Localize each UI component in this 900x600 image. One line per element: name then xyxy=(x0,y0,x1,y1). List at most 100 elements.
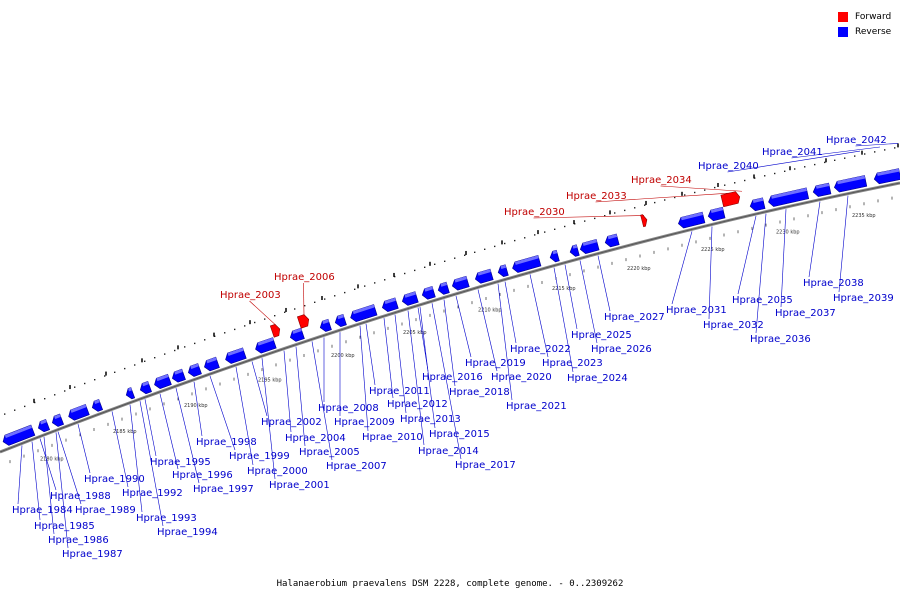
track-dot xyxy=(644,204,646,206)
track-dot xyxy=(534,234,536,236)
gene-label[interactable]: Hprae_2040 xyxy=(698,161,759,172)
gene-label[interactable]: Hprae_2018 xyxy=(449,387,510,398)
gene-label[interactable]: Hprae_1984 xyxy=(12,505,73,516)
track-dot xyxy=(44,398,46,400)
gene-label[interactable]: Hprae_2027 xyxy=(604,312,665,323)
scale-label: 2235 kbp xyxy=(852,213,876,219)
reverse-gene[interactable] xyxy=(497,264,509,278)
gene-label[interactable]: Hprae_2005 xyxy=(299,447,360,458)
gene-label[interactable]: Hprae_2021 xyxy=(506,401,567,412)
gene-label[interactable]: Hprae_1990 xyxy=(84,474,145,485)
gene-label[interactable]: Hprae_2024 xyxy=(567,373,628,384)
gene-label[interactable]: Hprae_2004 xyxy=(285,433,346,444)
reverse-gene-shine xyxy=(582,239,598,246)
label-leader xyxy=(597,255,611,312)
label-leader xyxy=(365,323,376,386)
gene-label[interactable]: Hprae_2030 xyxy=(504,207,565,218)
gene-label[interactable]: Hprae_2032 xyxy=(703,320,764,331)
gene-label[interactable]: Hprae_1996 xyxy=(172,470,233,481)
gene-label[interactable]: Hprae_2020 xyxy=(491,372,552,383)
gene-label[interactable]: Hprae_2039 xyxy=(833,293,894,304)
label-leader xyxy=(251,361,268,417)
reverse-gene-shine xyxy=(752,197,764,203)
scale-label: 2195 kbp xyxy=(258,377,282,383)
gene-label[interactable]: Hprae_1987 xyxy=(62,549,123,560)
gene-label[interactable]: Hprae_1995 xyxy=(150,457,211,468)
forward-gene[interactable] xyxy=(640,214,649,228)
gene-label[interactable]: Hprae_2041 xyxy=(762,147,823,158)
label-leader xyxy=(708,226,713,320)
gene-label[interactable]: Hprae_1992 xyxy=(122,488,183,499)
track-dot xyxy=(64,390,66,392)
gene-label[interactable]: Hprae_2006 xyxy=(274,272,335,283)
track-dot xyxy=(424,266,426,268)
gene-label[interactable]: Hprae_2026 xyxy=(591,344,652,355)
track-dot xyxy=(224,332,226,334)
forward-gene[interactable] xyxy=(269,323,281,338)
gene-label[interactable]: Hprae_2036 xyxy=(750,334,811,345)
forward-gene[interactable] xyxy=(720,191,741,208)
gene-label[interactable]: Hprae_2003 xyxy=(220,290,281,301)
track-dot xyxy=(324,298,326,300)
gene-label[interactable]: Hprae_2016 xyxy=(422,372,483,383)
gene-label[interactable]: Hprae_2025 xyxy=(571,330,632,341)
gene-label[interactable]: Hprae_2042 xyxy=(826,135,887,146)
gene-label[interactable]: Hprae_1986 xyxy=(48,535,109,546)
track-dot xyxy=(124,367,126,370)
legend: Forward Reverse xyxy=(838,9,891,39)
gene-label[interactable]: Hprae_2034 xyxy=(631,175,692,186)
gene-label[interactable]: Hprae_2019 xyxy=(465,358,526,369)
gene-label[interactable]: Hprae_2011 xyxy=(369,386,430,397)
track-dot xyxy=(844,157,846,159)
scale-label: 2190 kbp xyxy=(184,403,208,409)
gene-label[interactable]: Hprae_1988 xyxy=(50,491,111,502)
label-leader xyxy=(477,289,498,372)
gene-label[interactable]: Hprae_1994 xyxy=(157,527,218,538)
track-dot xyxy=(154,357,156,359)
forward-gene[interactable] xyxy=(296,314,310,329)
gene-label[interactable]: Hprae_2038 xyxy=(803,278,864,289)
track-dot xyxy=(894,147,896,149)
gene-label[interactable]: Hprae_2035 xyxy=(732,295,793,306)
track-dot xyxy=(4,413,6,415)
reverse-gene-shine xyxy=(815,183,830,189)
label-leader xyxy=(55,432,69,549)
gene-label[interactable]: Hprae_2022 xyxy=(510,344,571,355)
gene-label[interactable]: Hprae_2033 xyxy=(566,191,627,202)
label-leader xyxy=(175,387,200,484)
reverse-gene-shine xyxy=(322,319,329,324)
track-dot xyxy=(74,386,76,388)
gene-label[interactable]: Hprae_1993 xyxy=(136,513,197,524)
gene-label[interactable]: Hprae_2009 xyxy=(334,417,395,428)
label-leader xyxy=(39,438,57,491)
gene-label[interactable]: Hprae_2007 xyxy=(326,461,387,472)
track-dot xyxy=(714,186,716,189)
track-dot xyxy=(794,168,796,170)
gene-label[interactable]: Hprae_2031 xyxy=(666,305,727,316)
scale-label: 2215 kbp xyxy=(552,286,576,292)
gene-label[interactable]: Hprae_1999 xyxy=(229,451,290,462)
gene-label[interactable]: Hprae_2015 xyxy=(429,429,490,440)
gene-label[interactable]: Hprae_2023 xyxy=(542,358,603,369)
gene-label[interactable]: Hprae_2001 xyxy=(269,480,330,491)
track-dot xyxy=(524,237,526,239)
gene-label[interactable]: Hprae_2000 xyxy=(247,466,308,477)
track-dot xyxy=(544,231,546,233)
gene-label[interactable]: Hprae_1985 xyxy=(34,521,95,532)
track-dot xyxy=(854,155,856,157)
scale-label: 2230 kbp xyxy=(776,229,800,235)
track-dot xyxy=(584,220,586,222)
gene-label[interactable]: Hprae_2002 xyxy=(261,417,322,428)
gene-label[interactable]: Hprae_1997 xyxy=(193,484,254,495)
gene-label[interactable]: Hprae_2037 xyxy=(775,308,836,319)
gene-label[interactable]: Hprae_2012 xyxy=(387,399,448,410)
gene-label[interactable]: Hprae_2017 xyxy=(455,460,516,471)
gene-label[interactable]: Hprae_2010 xyxy=(362,432,423,443)
gene-label[interactable]: Hprae_2008 xyxy=(318,403,379,414)
gene-label[interactable]: Hprae_2013 xyxy=(400,414,461,425)
gene-label[interactable]: Hprae_1998 xyxy=(196,437,257,448)
gene-label[interactable]: Hprae_1989 xyxy=(75,505,136,516)
track-dot xyxy=(874,151,876,153)
reverse-gene-shine xyxy=(352,304,375,315)
gene-label[interactable]: Hprae_2014 xyxy=(418,446,479,457)
